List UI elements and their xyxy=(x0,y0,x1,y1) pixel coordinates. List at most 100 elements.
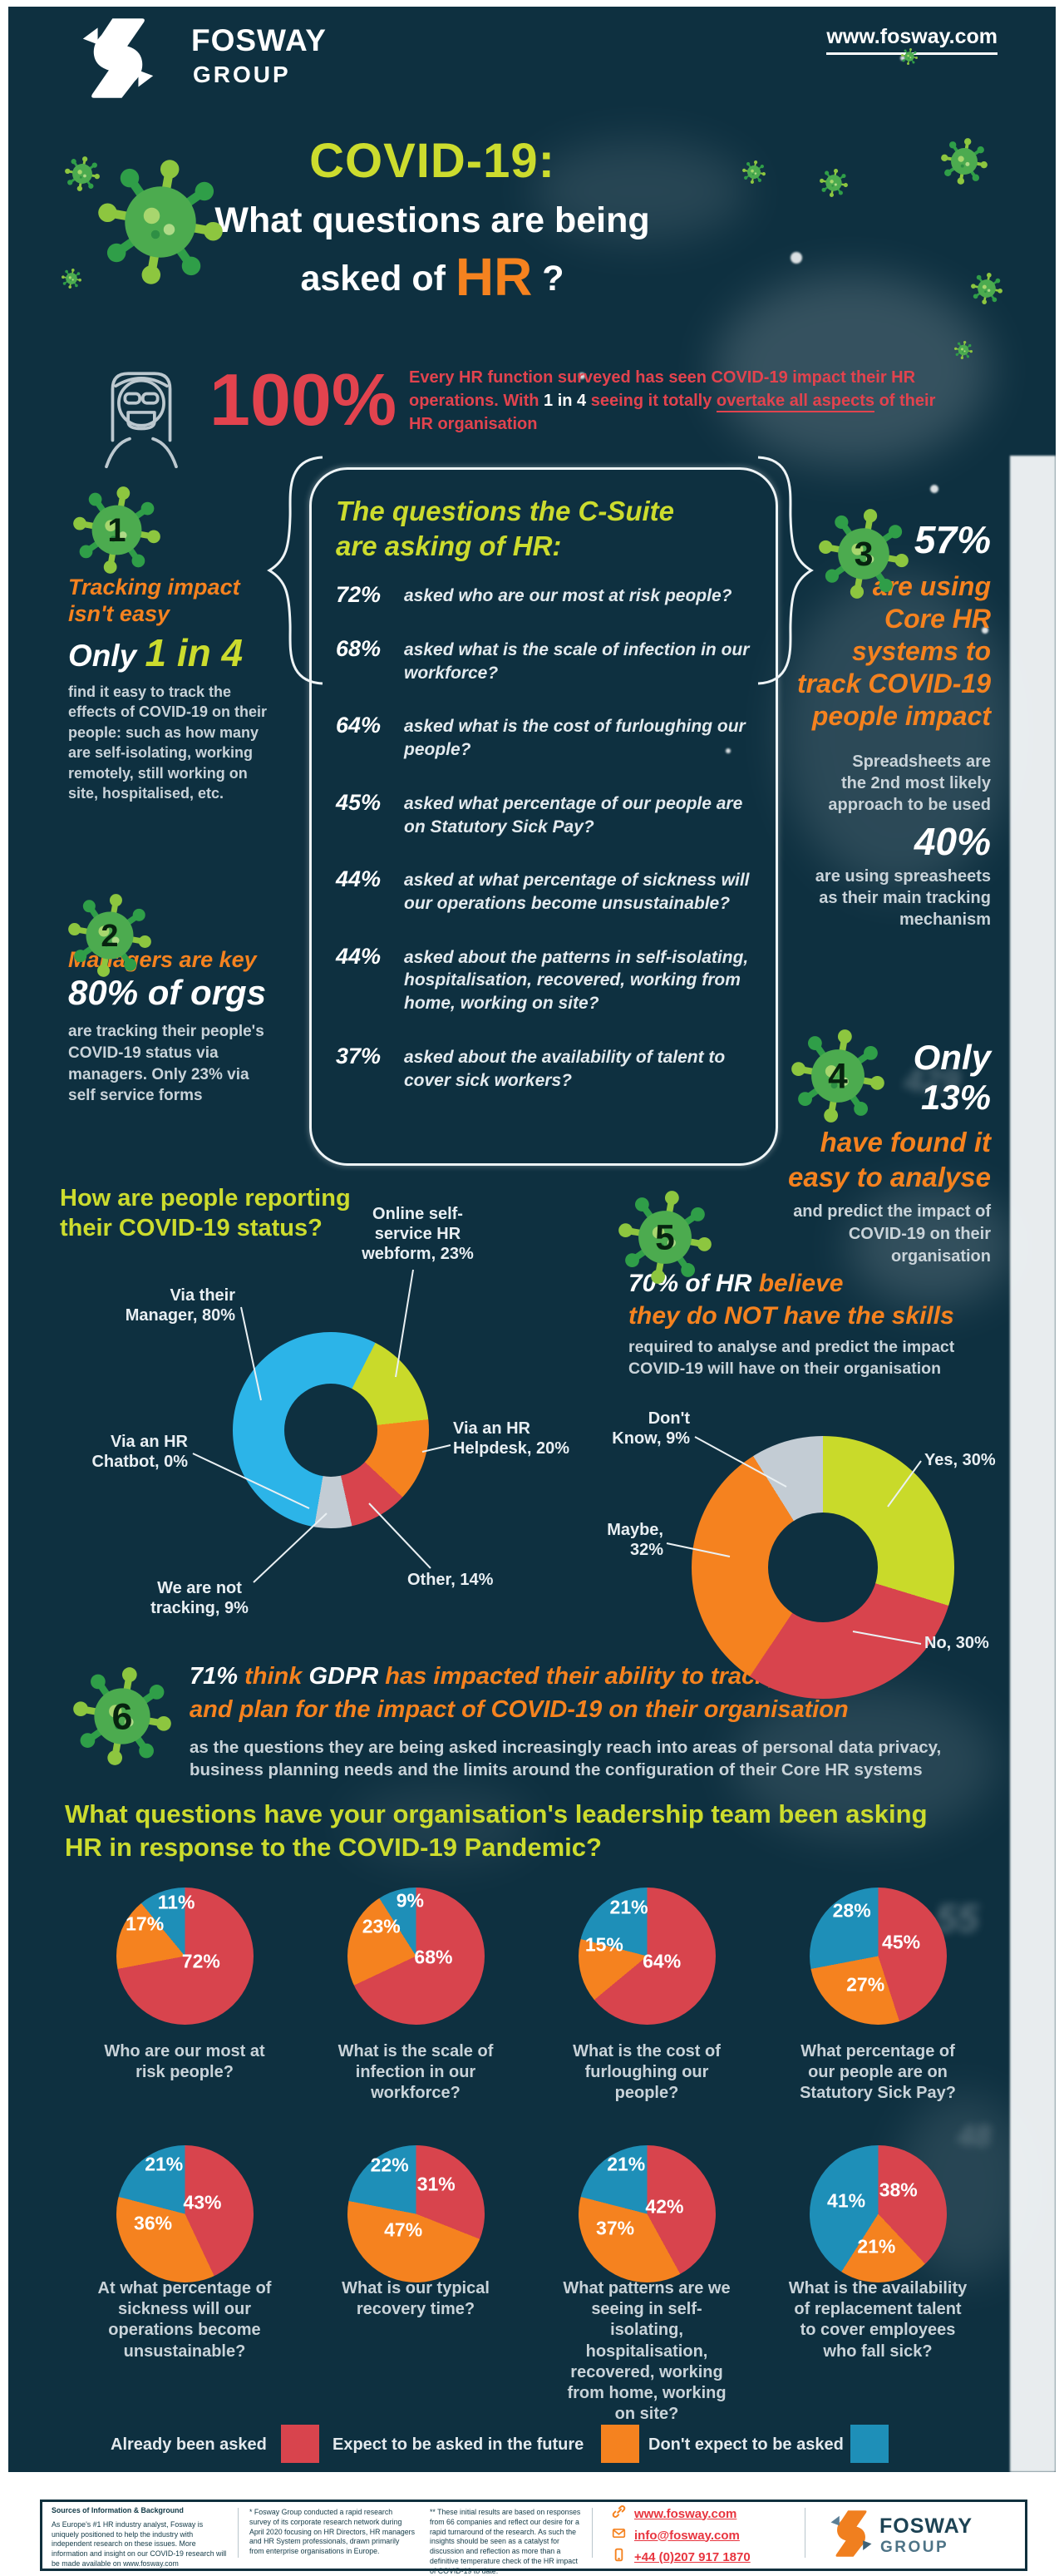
pie-caption: What is the cost of furloughing our peop… xyxy=(557,2041,736,2105)
section1-title-line2: isn't easy xyxy=(68,600,301,627)
csuite-question-list: 72%asked who are our most at risk people… xyxy=(336,582,764,1092)
email-icon xyxy=(612,2526,626,2544)
title-line2: What questions are being xyxy=(208,200,657,241)
csuite-title-line2: are asking of HR: xyxy=(336,529,768,564)
svg-text:3: 3 xyxy=(855,535,874,573)
csuite-title-line1: The questions the C-Suite xyxy=(336,494,768,529)
pie-slice-label: 43% xyxy=(183,2191,221,2213)
footer-note-results: ** These initial results are based on re… xyxy=(430,2508,583,2576)
virus-number-5-icon: 5 xyxy=(618,1191,712,1284)
footer-logo-wordmark: FOSWAY xyxy=(879,2514,973,2539)
virus-icon xyxy=(65,156,100,191)
footer-note-survey: * Fosway Group conducted a rapid researc… xyxy=(249,2508,416,2557)
virus-icon xyxy=(62,269,81,289)
stat100-underline: overtake all aspects xyxy=(717,392,874,412)
section4-body-line: organisation xyxy=(773,1246,991,1268)
section3-sub2-line: are using spreasheets xyxy=(773,866,991,887)
footer-logo-wordmark-sub: GROUP xyxy=(880,2539,948,2557)
section3-headline-line: people impact xyxy=(773,700,991,733)
section6-body-line: business planning needs and the limits a… xyxy=(190,1759,979,1781)
virus-icon xyxy=(742,160,766,184)
pie-chart-4: 45%27%28% xyxy=(810,1888,947,2025)
fosway-logo-icon xyxy=(76,17,160,100)
csuite-question-text: asked at what percentage of sickness wil… xyxy=(404,866,764,915)
svg-text:4: 4 xyxy=(828,1057,848,1097)
section6-body-line: as the questions they are being asked in… xyxy=(190,1736,979,1759)
csuite-question-row: 45%asked what percentage of our people a… xyxy=(336,790,764,838)
stat100-t2: seeing it totally xyxy=(586,392,717,410)
section4-body-line: COVID-19 on their xyxy=(773,1223,991,1246)
title-line3-suffix: ? xyxy=(532,259,564,299)
pie-slice-label: 37% xyxy=(596,2218,634,2240)
donut-hole xyxy=(284,1384,377,1477)
s6-71: 71% xyxy=(190,1663,244,1690)
pie-slice-label: 17% xyxy=(126,1913,164,1936)
footer-sources-title: Sources of Information & Background xyxy=(52,2506,229,2516)
pie-chart-6: 31%47%22% xyxy=(347,2145,485,2282)
s6-gdpr: GDPR xyxy=(308,1663,385,1690)
virus-icon xyxy=(971,273,1002,304)
logo-wordmark: FOSWAY xyxy=(191,23,327,58)
pie-chart-8: 38%21%41% xyxy=(810,2145,947,2282)
leadership-questions-heading: What questions have your organisation's … xyxy=(65,1798,979,1865)
section1-title-line1: Tracking impact xyxy=(68,574,301,600)
footer-link[interactable]: info@fosway.com xyxy=(634,2529,740,2543)
bokeh-dot xyxy=(930,485,938,493)
csuite-question-row: 44%asked about the patterns in self-isol… xyxy=(336,944,764,1015)
virus-icon xyxy=(941,138,988,185)
section5-believe: believe xyxy=(759,1270,844,1297)
title-hr-accent: HR xyxy=(456,247,532,307)
footer-link[interactable]: +44 (0)207 917 1870 xyxy=(634,2550,751,2564)
donut-label: Yes, 30% xyxy=(924,1450,1049,1470)
section5-body-line: required to analyse and predict the impa… xyxy=(628,1337,994,1359)
section3-sub1-line: Spreadsheets are xyxy=(773,751,991,772)
footer-link[interactable]: www.fosway.com xyxy=(634,2507,736,2521)
section3-sub1-line: approach to be used xyxy=(773,794,991,816)
pie-slice-label: 11% xyxy=(158,1891,195,1913)
link-icon xyxy=(612,2504,626,2523)
donut-label: No, 30% xyxy=(924,1633,1049,1653)
section6-body: as the questions they are being asked in… xyxy=(190,1736,979,1782)
section2-headline: 80% of orgs xyxy=(68,973,266,1013)
bokeh-dot xyxy=(791,252,802,264)
legend-label: Don't expect to be asked xyxy=(648,2435,844,2455)
pie-caption: What patterns are we seeing in self-isol… xyxy=(557,2278,736,2425)
footer-fosway-logo-icon xyxy=(830,2509,873,2558)
pie-slice-label: 21% xyxy=(857,2235,895,2258)
footer-divider-1 xyxy=(238,2508,239,2558)
stat100-bold: 1 in 4 xyxy=(544,392,586,410)
pie-slice-label: 36% xyxy=(134,2212,172,2234)
pie-slice-label: 15% xyxy=(585,1933,623,1956)
footer-link-row: +44 (0)207 917 1870 xyxy=(612,2548,751,2566)
pie-caption: What is the scale of infection in our wo… xyxy=(326,2041,505,2105)
pie-slice-label: 27% xyxy=(846,1973,884,1996)
pie-slice-label: 38% xyxy=(879,2179,918,2201)
csuite-question-text: asked what percentage of our people are … xyxy=(404,790,764,838)
section3-sub2-line: as their main tracking xyxy=(773,887,991,909)
csuite-question-pct: 37% xyxy=(336,1044,392,1092)
virus-number-4-icon: 4 xyxy=(791,1029,884,1123)
csuite-question-row: 64%asked what is the cost of furloughing… xyxy=(336,713,764,761)
section1-1in4: 1 in 4 xyxy=(145,631,244,674)
pie-caption: At what percentage of sickness will our … xyxy=(95,2278,274,2362)
section5-skills-line: they do NOT have the skills xyxy=(628,1300,1027,1332)
phone-icon xyxy=(612,2548,626,2566)
footer-link-row: www.fosway.com xyxy=(612,2504,736,2523)
csuite-question-text: asked about the patterns in self-isolati… xyxy=(404,944,764,1015)
virus-icon xyxy=(98,160,223,284)
section1-only: Only xyxy=(68,639,145,673)
stat-100-text: Every HR function surveyed has seen COVI… xyxy=(409,366,949,436)
csuite-question-row: 37%asked about the availability of talen… xyxy=(336,1044,764,1092)
legend-label: Already been asked xyxy=(111,2435,267,2455)
section4-headline-line: easy to analyse xyxy=(773,1160,991,1196)
pie-slice-label: 68% xyxy=(414,1946,452,1968)
pie-caption: What percentage of our people are on Sta… xyxy=(788,2041,968,2105)
section1-title: Tracking impact isn't easy xyxy=(68,574,301,628)
csuite-question-pct: 44% xyxy=(336,944,392,1015)
section3-headline-line: track COVID-19 xyxy=(773,668,991,700)
section1-headline: Only 1 in 4 xyxy=(68,630,243,675)
csuite-question-row: 68%asked what is the scale of infection … xyxy=(336,636,764,684)
